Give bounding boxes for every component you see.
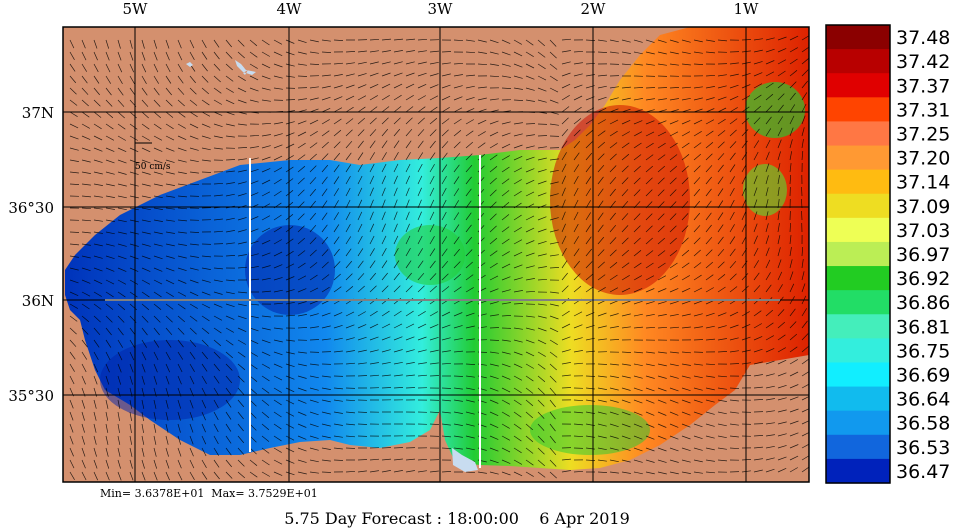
colorbar-label: 37.20 [896, 148, 950, 170]
colorbar-swatch [826, 25, 890, 50]
colorbar-label: 36.58 [896, 413, 950, 435]
map-frame [62, 26, 810, 483]
colorbar-label: 36.86 [896, 292, 950, 314]
vector-arrows [69, 35, 809, 481]
forecast-caption: 5.75 Day Forecast : 18:00:00 6 Apr 2019 [284, 509, 630, 528]
lat-label-36-30: 36°30 [8, 199, 54, 217]
colorbar-swatch [826, 362, 890, 388]
colorbar-swatch [826, 266, 890, 291]
colorbar-swatch [826, 193, 890, 219]
graticule [63, 27, 809, 482]
colorbar-label: 37.03 [896, 220, 950, 242]
colorbar-label: 37.14 [896, 172, 950, 194]
island-marks [186, 60, 256, 75]
lat-label-36n: 36N [22, 292, 54, 310]
colorbar-label: 36.92 [896, 268, 950, 290]
lon-label-2w: 2W [581, 0, 607, 18]
colorbar-label: 37.31 [896, 99, 950, 121]
colorbar-label: 37.42 [896, 51, 950, 73]
green-south [530, 405, 650, 455]
cold-gyre [245, 225, 335, 315]
lat-label-35-30: 35°30 [8, 387, 54, 405]
lon-label-1w: 1W [734, 0, 760, 18]
velocity-vectors [69, 35, 809, 481]
lon-label-5w: 5W [123, 0, 149, 18]
lon-label-3w: 3W [428, 0, 454, 18]
colorbar-label: 37.37 [896, 75, 950, 97]
colorbar-swatch [826, 121, 890, 147]
colorbar-swatch [826, 458, 890, 484]
scale-label: 50 cm/s [135, 162, 171, 172]
colorbar-swatch [826, 241, 890, 267]
colorbar-swatch [826, 169, 890, 195]
colorbar-label: 36.75 [896, 340, 950, 362]
colorbar-swatch [826, 145, 890, 171]
lon-label-4w: 4W [277, 0, 303, 18]
lat-label-37n: 37N [22, 104, 54, 122]
colorbar-label: 37.25 [896, 123, 950, 145]
colorbar-label: 37.09 [896, 196, 950, 218]
colorbar-label: 36.97 [896, 244, 950, 266]
colorbar-label: 37.48 [896, 27, 950, 49]
colorbar-label: 36.53 [896, 437, 950, 459]
colorbar-swatch [826, 314, 890, 339]
colorbar-swatch [826, 49, 890, 74]
colorbar-label: 36.64 [896, 389, 950, 411]
lat-labels: 37N 36°30 36N 35°30 [8, 104, 54, 405]
colorbar-label: 36.69 [896, 365, 950, 387]
green-patch-east [745, 82, 805, 138]
colorbar-swatch [826, 97, 890, 123]
colorbar-swatch [826, 73, 890, 98]
lake-shape [452, 448, 478, 472]
warm-core [550, 105, 690, 295]
green-central [395, 225, 465, 285]
minmax-text: Min= 3.6378E+01 Max= 3.7529E+01 [100, 487, 318, 500]
colorbar-label: 36.81 [896, 316, 950, 338]
green-patch-east2 [743, 164, 787, 216]
colorbar-swatch [826, 386, 890, 412]
colorbar-frame [825, 24, 891, 484]
colorbar-swatch [826, 290, 890, 315]
colorbar-swatch [826, 434, 890, 460]
colorbar-swatch [826, 338, 890, 364]
cold-south [100, 340, 240, 420]
colorbar-swatch [826, 217, 890, 243]
colorbar-label: 36.47 [896, 461, 950, 483]
lon-labels: 5W 4W 3W 2W 1W [123, 0, 760, 18]
colorbar-swatch [826, 410, 890, 436]
